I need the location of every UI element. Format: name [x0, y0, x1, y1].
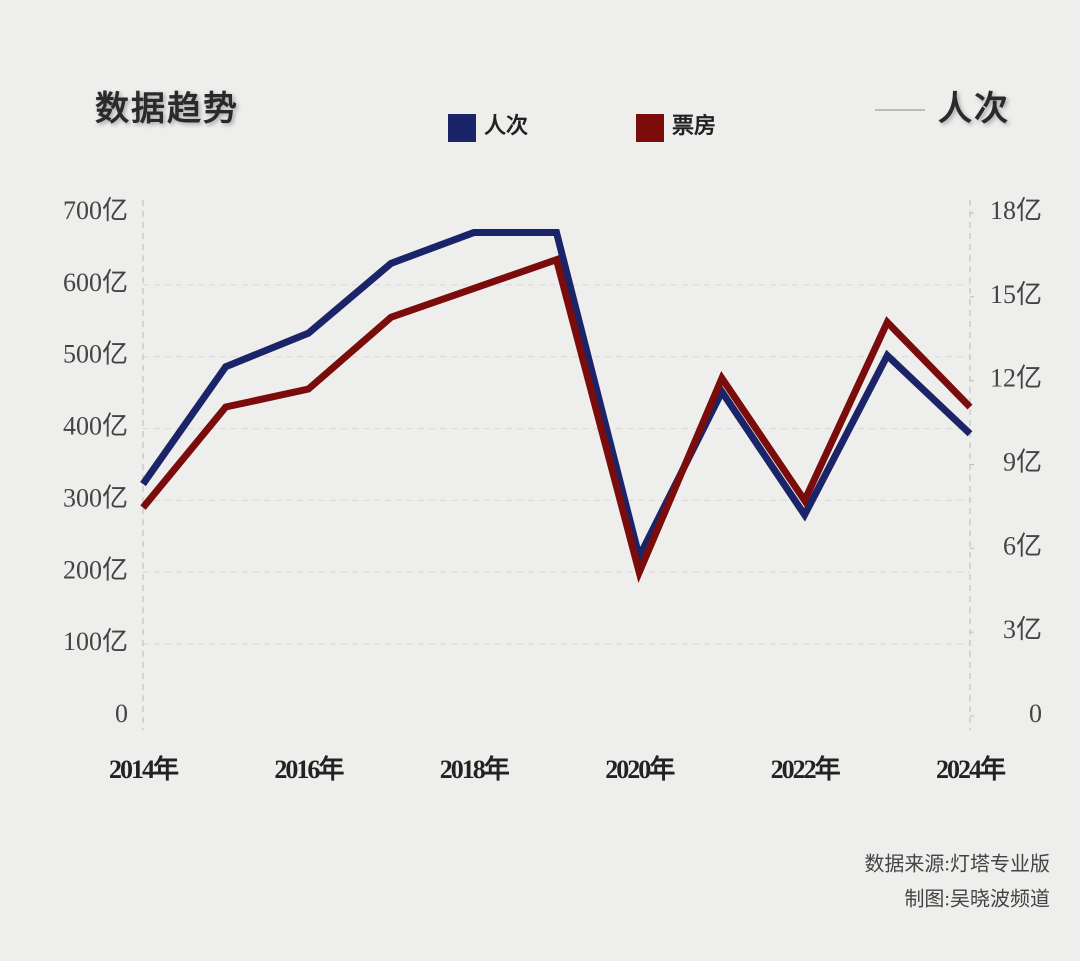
y2-tick-label: 15亿 — [990, 280, 1042, 309]
legend-label: 票房 — [672, 113, 716, 138]
y2-title: 人次 — [938, 90, 1010, 128]
y-tick-label: 0 — [115, 699, 128, 728]
x-tick-label: 2018年 — [440, 754, 510, 784]
credit: 制图:吴晓波频道 — [904, 888, 1050, 911]
chart-title: 数据趋势 — [95, 90, 239, 128]
x-tick-label: 2020年 — [605, 754, 675, 784]
y-tick-label: 100亿 — [63, 627, 128, 656]
x-tick-label: 2024年 — [936, 754, 1006, 784]
source: 数据来源:灯塔专业版 — [864, 853, 1050, 876]
legend-swatch — [448, 114, 476, 142]
y-tick-label: 700亿 — [63, 196, 128, 225]
x-tick-label: 2016年 — [274, 754, 344, 784]
y2-tick-label: 6亿 — [1003, 531, 1042, 560]
y-tick-label: 600亿 — [63, 268, 128, 297]
y2-tick-label: 9亿 — [1003, 447, 1042, 476]
y-tick-label: 200亿 — [63, 555, 128, 584]
x-tick-label: 2022年 — [771, 754, 841, 784]
series-line — [140, 255, 973, 584]
legend-swatch — [636, 114, 664, 142]
x-tick-label: 2014年 — [109, 754, 179, 784]
y2-tick-label: 12亿 — [990, 364, 1042, 393]
y2-tick-label: 3亿 — [1003, 615, 1042, 644]
y-tick-label: 400亿 — [63, 412, 128, 441]
y-tick-label: 300亿 — [63, 483, 128, 512]
y-tick-label: 500亿 — [63, 340, 128, 369]
y2-tick-label: 0 — [1029, 699, 1042, 728]
legend-label: 人次 — [484, 113, 528, 138]
series-line — [140, 229, 973, 567]
y2-tick-label: 18亿 — [990, 196, 1042, 225]
